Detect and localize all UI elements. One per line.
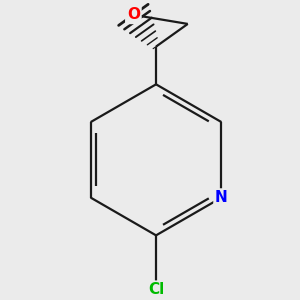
Text: Cl: Cl xyxy=(148,282,164,297)
Text: O: O xyxy=(127,8,140,22)
Text: N: N xyxy=(215,190,228,205)
